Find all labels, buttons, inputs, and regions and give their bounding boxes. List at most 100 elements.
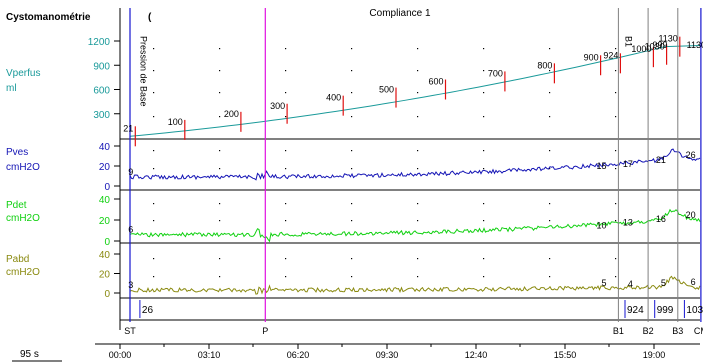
pdet-tick-label: 0: [104, 237, 110, 248]
grid-dot: [285, 168, 287, 170]
pdet-tick-label: 40: [99, 195, 111, 206]
pabd-value-marker: 4: [628, 279, 633, 289]
grid-dot: [285, 70, 287, 72]
pves-value-marker: 17: [623, 159, 633, 169]
grid-dot: [351, 258, 353, 260]
pabd-label: Pabd: [6, 254, 29, 265]
volume-marker-label: 500: [379, 85, 394, 95]
grid-dot: [219, 116, 221, 118]
vperf-tick-label: 900: [93, 61, 110, 72]
grid-dot: [615, 70, 617, 72]
event-annotation: Pression de Base: [139, 36, 149, 107]
volume-marker-label: 1000: [631, 44, 651, 54]
grid-dot: [417, 48, 419, 50]
grid-dot: [417, 116, 419, 118]
pves-trace: [129, 148, 701, 181]
time-scale-label: 95 s: [20, 349, 39, 360]
event-label-b3: B3: [672, 326, 683, 336]
grid-dot: [417, 258, 419, 260]
grid-dot: [549, 220, 551, 222]
volume-marker-label: 1130: [658, 34, 677, 44]
grid-dot: [219, 203, 221, 205]
volume-marker-label: 600: [428, 77, 443, 87]
volume-marker-label: 700: [488, 68, 503, 78]
grid-dot: [549, 168, 551, 170]
pdet-value-marker: 10: [596, 221, 606, 231]
grid-dot: [417, 70, 419, 72]
grid-dot: [153, 116, 155, 118]
x-tick-label: 06:20: [287, 350, 310, 360]
grid-dot: [351, 276, 353, 278]
pdet-tick-label: 20: [99, 216, 111, 227]
grid-dot: [285, 220, 287, 222]
grid-dot: [153, 203, 155, 205]
grid-dot: [483, 168, 485, 170]
volume-strip-label: 1030: [686, 305, 703, 316]
grid-dot: [615, 258, 617, 260]
pves-tick-label: 0: [104, 182, 110, 193]
grid-dot: [549, 92, 551, 94]
pdet-value-marker: 13: [623, 217, 633, 227]
chart-title: Compliance 1: [369, 8, 431, 19]
pves-unit: cmH2O: [6, 162, 40, 173]
event-label-cm: CM: [694, 326, 703, 336]
grid-dot: [549, 70, 551, 72]
grid-dot: [549, 48, 551, 50]
grid-dot: [417, 203, 419, 205]
event-label-p: P: [262, 326, 268, 336]
pabd-value-marker: 5: [661, 278, 666, 288]
volume-marker-label: 924: [603, 50, 618, 60]
grid-dot: [615, 92, 617, 94]
pves-value-marker: 15: [596, 161, 606, 171]
volume-overlap-label: 999: [652, 40, 667, 50]
grid-dot: [483, 92, 485, 94]
grid-dot: [153, 48, 155, 50]
grid-dot: [153, 258, 155, 260]
grid-dot: [549, 116, 551, 118]
pdet-value-marker: 16: [656, 214, 666, 224]
pdet-value-marker: 6: [128, 225, 133, 235]
x-tick-label: 19:00: [643, 350, 666, 360]
volume-strip-label: 924: [627, 305, 644, 316]
volume-marker-label: 200: [224, 109, 239, 119]
vperf-tick-label: 300: [93, 110, 110, 121]
app-title-suffix: (: [148, 12, 152, 23]
grid-dot: [483, 258, 485, 260]
grid-dot: [285, 116, 287, 118]
grid-dot: [285, 150, 287, 152]
grid-dot: [417, 168, 419, 170]
grid-dot: [285, 276, 287, 278]
pabd-tick-label: 0: [104, 289, 110, 300]
event-annotation: B1: [624, 36, 634, 47]
grid-dot: [351, 168, 353, 170]
pdet-value-marker: 20: [686, 210, 696, 220]
volume-marker-label: 900: [584, 52, 599, 62]
event-label-st: ST: [124, 326, 136, 336]
grid-dot: [549, 276, 551, 278]
x-tick-label: 09:30: [376, 350, 399, 360]
grid-dot: [219, 150, 221, 152]
grid-dot: [351, 116, 353, 118]
volume-marker-label: 1030: [645, 42, 665, 52]
grid-dot: [615, 203, 617, 205]
grid-dot: [219, 276, 221, 278]
grid-dot: [351, 92, 353, 94]
grid-dot: [219, 168, 221, 170]
grid-dot: [351, 150, 353, 152]
grid-dot: [417, 276, 419, 278]
x-tick-label: 12:40: [465, 350, 488, 360]
pdet-label: Pdet: [6, 200, 27, 211]
x-tick-label: 03:10: [198, 350, 221, 360]
grid-dot: [615, 116, 617, 118]
pves-label: Pves: [6, 147, 28, 158]
grid-dot: [483, 48, 485, 50]
grid-dot: [549, 203, 551, 205]
pdet-unit: cmH2O: [6, 213, 40, 224]
app-title: Cystomanométrie: [6, 12, 91, 23]
grid-dot: [549, 258, 551, 260]
pves-tick-label: 20: [99, 162, 111, 173]
volume-marker-label: 800: [537, 60, 552, 70]
grid-dot: [153, 70, 155, 72]
grid-dot: [285, 48, 287, 50]
x-tick-label: 15:50: [554, 350, 577, 360]
